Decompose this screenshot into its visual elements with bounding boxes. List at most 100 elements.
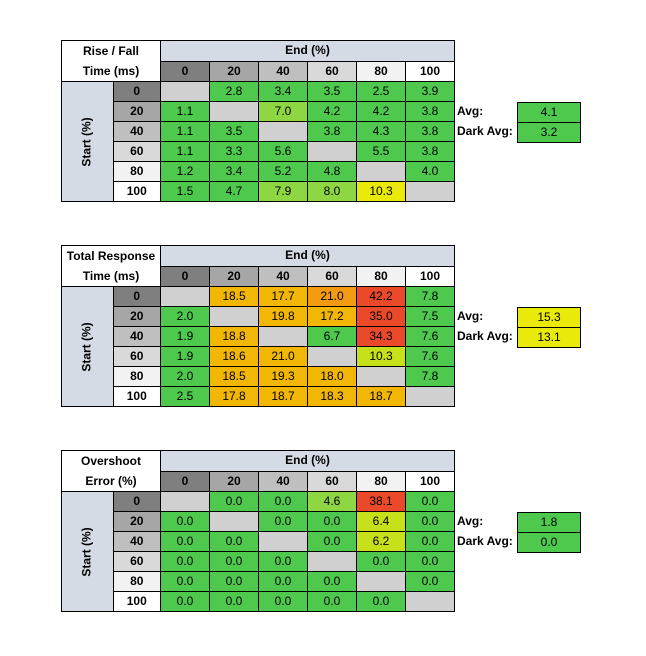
value-cell: 35.0 [356, 306, 406, 327]
table-title: Total Response Time (ms) [61, 245, 161, 287]
table-row: Start (%) 0 18.5 17.7 21.0 42.2 7.8 [61, 286, 455, 407]
start-axis-header: Start (%) [61, 286, 114, 407]
value-cell [356, 161, 406, 182]
value-cell: 10.3 [356, 346, 406, 367]
value-cell: 0.0 [405, 531, 455, 552]
value-cell: 0.0 [160, 511, 210, 532]
column-header-20: 20 [209, 265, 259, 287]
column-header-20: 20 [209, 60, 259, 82]
value-cell: 19.8 [258, 306, 308, 327]
table-row: 20 1.1 7.0 4.2 4.2 3.8 [62, 101, 455, 122]
value-cell: 34.3 [356, 326, 406, 347]
table-row: 100 2.5 17.8 18.7 18.3 18.7 [62, 386, 455, 407]
row-header-20: 20 [112, 101, 162, 122]
header-row: Total Response Time (ms) End (%) [61, 245, 455, 287]
table-row: Start (%) 0 2.8 3.4 3.5 2.5 3.9 [61, 81, 455, 202]
value-cell: 17.7 [258, 286, 308, 307]
table-title-line1: Total Response [66, 249, 156, 263]
end-axis-header: End (%) [160, 40, 455, 62]
value-cell: 1.9 [160, 346, 210, 367]
table-title-line2: Time (ms) [82, 269, 140, 283]
column-header-80: 80 [356, 470, 406, 492]
column-header-40: 40 [258, 60, 308, 82]
value-cell: 18.5 [209, 366, 259, 387]
value-cell: 0.0 [258, 571, 308, 592]
table-row: 20 0.0 0.0 0.0 6.4 0.0 [62, 511, 455, 532]
start-axis-label: Start (%) [79, 526, 94, 577]
value-cell: 7.8 [405, 366, 455, 387]
avg-value: 1.8 [517, 512, 581, 533]
table-row: 60 1.9 18.6 21.0 10.3 7.6 [62, 346, 455, 367]
end-axis-header: End (%) [160, 245, 455, 267]
value-cell: 0.0 [209, 591, 259, 612]
dark-avg-label: Dark Avg: [457, 329, 513, 343]
row-header-40: 40 [112, 531, 162, 552]
row-header-100: 100 [112, 386, 162, 407]
avg-value: 4.1 [517, 102, 581, 123]
value-cell: 1.2 [160, 161, 210, 182]
table-row: 40 1.1 3.5 3.8 4.3 3.8 [62, 121, 455, 142]
value-cell: 7.6 [405, 326, 455, 347]
avg-value: 15.3 [517, 307, 581, 328]
dark-avg-value: 0.0 [517, 532, 581, 553]
value-cell: 5.5 [356, 141, 406, 162]
value-cell: 18.3 [307, 386, 357, 407]
header-row: Rise / Fall Time (ms) End (%) [61, 40, 455, 82]
dark-avg-label: Dark Avg: [457, 534, 513, 548]
response-table-2: Overshoot Error (%) End (%) 0 20 40 60 80 100 Sta… [61, 450, 455, 612]
header-row: Overshoot Error (%) End (%) [61, 450, 455, 492]
table-title-line2: Error (%) [85, 474, 137, 488]
response-table-1: Total Response Time (ms) End (%) 0 20 40 60 80 1… [61, 245, 455, 407]
value-cell: 21.0 [258, 346, 308, 367]
value-cell [258, 326, 308, 347]
table-row: 100 1.5 4.7 7.9 8.0 10.3 [62, 181, 455, 202]
value-cell: 6.4 [356, 511, 406, 532]
value-cell: 3.4 [209, 161, 259, 182]
avg-label: Avg: [457, 104, 484, 118]
value-cell: 18.8 [209, 326, 259, 347]
table-row: 80 0.0 0.0 0.0 0.0 0.0 [62, 571, 455, 592]
table-row: 20 2.0 19.8 17.2 35.0 7.5 [62, 306, 455, 327]
value-cell: 18.0 [307, 366, 357, 387]
avg-label: Avg: [457, 514, 484, 528]
start-axis-label: Start (%) [79, 116, 94, 167]
value-cell: 18.5 [209, 286, 259, 307]
value-cell: 0.0 [405, 511, 455, 532]
value-cell [307, 551, 357, 572]
value-cell: 7.9 [258, 181, 308, 202]
value-cell [356, 366, 406, 387]
table-title: Rise / Fall Time (ms) [61, 40, 161, 82]
row-header-100: 100 [112, 591, 162, 612]
value-cell: 1.5 [160, 181, 210, 202]
value-cell: 0.0 [209, 491, 259, 512]
dark-avg-value: 3.2 [517, 122, 581, 143]
value-cell: 0.0 [258, 551, 308, 572]
column-header-0: 0 [160, 60, 210, 82]
value-cell: 3.8 [405, 101, 455, 122]
row-header-80: 80 [112, 366, 162, 387]
value-cell: 4.8 [307, 161, 357, 182]
value-cell: 0.0 [160, 531, 210, 552]
value-cell: 0.0 [258, 491, 308, 512]
table-title-line1: Overshoot [80, 454, 141, 468]
column-header-60: 60 [307, 60, 357, 82]
value-cell: 3.9 [405, 81, 455, 102]
value-cell: 7.5 [405, 306, 455, 327]
value-cell: 4.3 [356, 121, 406, 142]
value-cell: 18.7 [258, 386, 308, 407]
value-cell: 7.8 [405, 286, 455, 307]
column-header-20: 20 [209, 470, 259, 492]
row-header-20: 20 [112, 511, 162, 532]
value-cell: 17.2 [307, 306, 357, 327]
value-cell: 0.0 [307, 591, 357, 612]
value-cell [405, 591, 455, 612]
response-table-0: Rise / Fall Time (ms) End (%) 0 20 40 60 80 100 S… [61, 40, 455, 202]
value-cell: 3.8 [307, 121, 357, 142]
value-cell: 2.5 [356, 81, 406, 102]
value-cell [209, 101, 259, 122]
data-grid: Rise / Fall Time (ms) End (%) 0 20 40 60 80 100 S… [61, 40, 455, 202]
value-cell [405, 386, 455, 407]
start-axis-label: Start (%) [79, 321, 94, 372]
value-cell: 0.0 [307, 511, 357, 532]
column-header-100: 100 [405, 470, 455, 492]
